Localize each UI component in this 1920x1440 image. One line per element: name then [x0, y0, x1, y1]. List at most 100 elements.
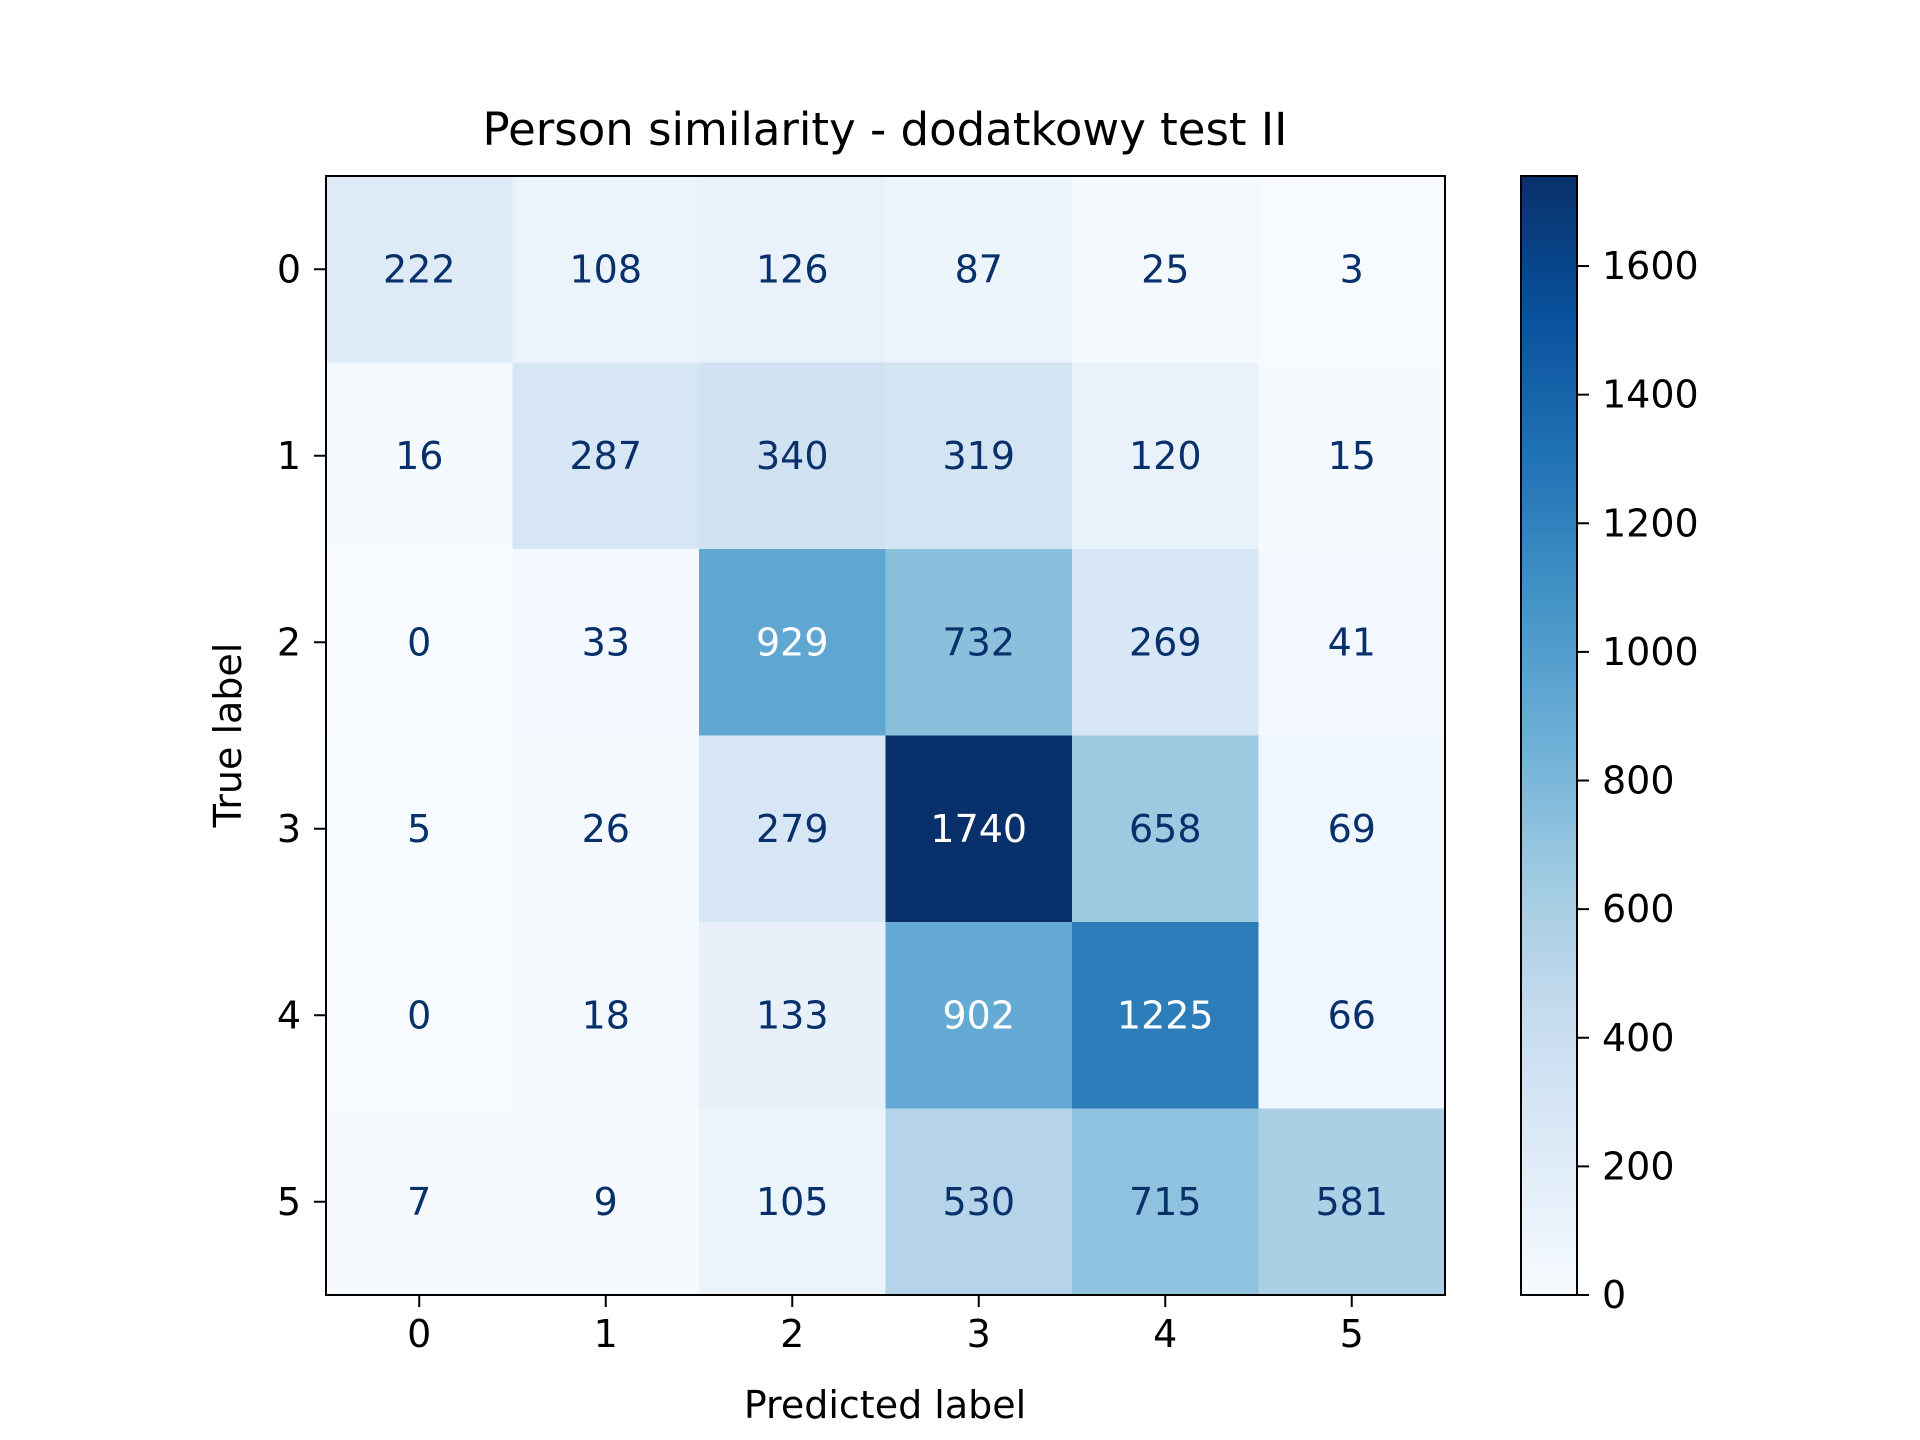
cell-value-label: 0	[407, 620, 431, 664]
colorbar-tick-label: 1400	[1602, 373, 1699, 417]
cell-value-label: 581	[1315, 1180, 1388, 1224]
heatmap-cell	[699, 176, 886, 363]
cell-value-label: 87	[955, 247, 1003, 291]
heatmap-cell	[699, 362, 886, 550]
cell-value-label: 340	[756, 434, 829, 478]
heatmap-cell	[885, 362, 1073, 550]
heatmap-cell	[1258, 922, 1446, 1109]
cell-value-label: 16	[395, 434, 443, 478]
heatmap-cell	[512, 176, 700, 363]
cell-value-labels: 222 108 126 87 25 3 16 287 340 319 120 15 0 33 929 732 2…	[383, 247, 1388, 1224]
cell-value-label: 133	[756, 993, 829, 1037]
heatmap-cell	[1258, 549, 1446, 736]
heatmap-cell	[699, 1108, 886, 1296]
cell-value-label: 18	[582, 993, 630, 1037]
colorbar-ticks: 0 200 400 600 800 1000 1200 1400 1600	[1577, 244, 1699, 1317]
x-axis-ticks: 0 1 2 3 4 5	[407, 1295, 1364, 1356]
heatmap-cell	[1072, 549, 1259, 736]
cell-value-label: 120	[1129, 434, 1202, 478]
colorbar-tick-label: 1600	[1602, 244, 1699, 288]
cell-value-label: 5	[407, 807, 431, 851]
cell-value-label: 319	[942, 434, 1015, 478]
heatmap-cell	[512, 735, 700, 923]
x-tick-label: 5	[1340, 1312, 1364, 1356]
heatmap-cell	[885, 176, 1073, 363]
heatmap-cell	[512, 362, 700, 550]
heatmap-cell	[512, 549, 700, 736]
heatmap-cell	[1072, 362, 1259, 550]
cell-value-label: 1225	[1117, 993, 1214, 1037]
cell-value-label: 530	[942, 1180, 1015, 1224]
colorbar-tick-label: 0	[1602, 1273, 1626, 1317]
cell-value-label: 0	[407, 993, 431, 1037]
heatmap-cell	[699, 922, 886, 1109]
heatmap-cells	[326, 176, 1446, 1296]
cell-value-label: 7	[407, 1180, 431, 1224]
cell-value-label: 126	[756, 247, 829, 291]
cell-value-label: 222	[383, 247, 456, 291]
y-axis-ticks: 0 1 2 3 4 5	[277, 247, 326, 1224]
heatmap-cell	[885, 1108, 1073, 1296]
heatmap-cell	[326, 1108, 513, 1296]
heatmap-cell	[1258, 362, 1446, 550]
cell-value-label: 279	[756, 807, 829, 851]
colorbar-tick-label: 200	[1602, 1144, 1675, 1188]
cell-value-label: 715	[1129, 1180, 1202, 1224]
cell-value-label: 287	[569, 434, 642, 478]
colorbar-tick-label: 800	[1602, 759, 1675, 803]
heatmap-cell	[1258, 176, 1446, 363]
y-axis-label: True label	[206, 643, 250, 829]
cell-value-label: 66	[1328, 993, 1376, 1037]
x-tick-label: 4	[1153, 1312, 1177, 1356]
colorbar	[1520, 175, 1578, 1296]
cell-value-label: 15	[1328, 434, 1376, 478]
heatmap-cell	[1072, 735, 1259, 923]
heatmap-cell	[326, 735, 513, 923]
chart-title: Person similarity - dodatkowy test II	[483, 103, 1288, 156]
cell-value-label: 69	[1328, 807, 1376, 851]
cell-value-label: 33	[582, 620, 630, 664]
heatmap-cell	[326, 922, 513, 1109]
cell-value-label: 902	[942, 993, 1015, 1037]
cell-value-label: 1740	[930, 807, 1027, 851]
cell-value-label: 105	[756, 1180, 829, 1224]
heatmap-cell	[699, 735, 886, 923]
heatmap-cell	[1072, 176, 1259, 363]
y-tick-label: 0	[277, 247, 301, 291]
x-axis-label: Predicted label	[744, 1383, 1026, 1427]
cell-value-label: 9	[594, 1180, 618, 1224]
colorbar-tick-label: 400	[1602, 1016, 1675, 1060]
cell-value-label: 658	[1129, 807, 1202, 851]
cell-value-label: 26	[582, 807, 630, 851]
colorbar-tick-label: 600	[1602, 887, 1675, 931]
cell-value-label: 269	[1129, 620, 1202, 664]
cell-value-label: 732	[942, 620, 1015, 664]
x-tick-label: 1	[594, 1312, 618, 1356]
x-tick-label: 2	[780, 1312, 804, 1356]
y-tick-label: 1	[277, 434, 301, 478]
heatmap-cell	[885, 549, 1073, 736]
heatmap-cell	[1258, 735, 1446, 923]
cell-value-label: 929	[756, 620, 829, 664]
y-tick-label: 2	[277, 620, 301, 664]
heatmap-cell	[885, 735, 1073, 923]
cell-value-label: 3	[1340, 247, 1364, 291]
x-tick-label: 0	[407, 1312, 431, 1356]
y-tick-label: 4	[277, 993, 301, 1037]
colorbar-tick-label: 1200	[1602, 501, 1699, 545]
heatmap-cell	[1072, 1108, 1259, 1296]
heatmap-cell	[885, 922, 1073, 1109]
y-tick-label: 5	[277, 1180, 301, 1224]
colorbar-tick-label: 1000	[1602, 630, 1699, 674]
plot-frame	[325, 175, 1446, 1296]
y-tick-label: 3	[277, 807, 301, 851]
heatmap-cell	[1258, 1108, 1446, 1296]
cell-value-label: 108	[569, 247, 642, 291]
heatmap-cell	[326, 176, 513, 363]
heatmap-cell	[512, 1108, 700, 1296]
heatmap-cell	[699, 549, 886, 736]
heatmap-cell	[326, 362, 513, 550]
cell-value-label: 25	[1141, 247, 1189, 291]
x-tick-label: 3	[967, 1312, 991, 1356]
